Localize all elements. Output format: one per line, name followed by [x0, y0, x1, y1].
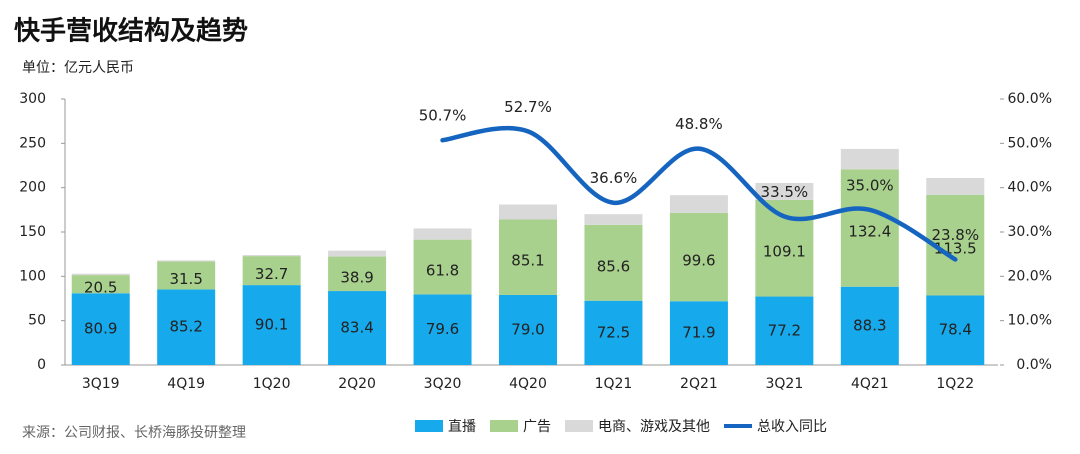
line-label: 23.8% [931, 226, 979, 244]
bar-segment [584, 300, 643, 365]
data-label: 72.5 [597, 323, 630, 341]
x-tick-label: 4Q20 [509, 376, 547, 392]
line-label: 48.8% [675, 115, 723, 133]
bar-segment [71, 273, 130, 276]
data-label: 83.4 [340, 319, 373, 337]
y2-tick-label: 40.0% [1008, 180, 1052, 196]
legend-label: 直播 [448, 418, 476, 435]
bar-segment [584, 224, 643, 301]
data-label: 32.7 [255, 265, 288, 283]
bar-segment [669, 195, 728, 213]
y-tick-label: 300 [19, 91, 46, 107]
legend-label: 总收入同比 [757, 419, 827, 435]
data-label: 78.4 [939, 321, 972, 339]
bar-segment [926, 295, 985, 365]
bar-segment [840, 286, 899, 365]
data-label: 71.9 [682, 324, 715, 342]
bar-segment [584, 214, 643, 225]
y-tick-label: 0 [37, 357, 46, 373]
bar-segment [157, 261, 216, 290]
chart-title: 快手营收结构及趋势 [14, 17, 248, 47]
y2-tick-label: 0.0% [1016, 357, 1052, 373]
data-label: 31.5 [169, 270, 202, 288]
data-label: 85.2 [169, 318, 202, 336]
data-label: 79.0 [511, 320, 544, 338]
bar-segment [242, 256, 301, 286]
bar-segment [328, 256, 387, 292]
bar-segment [413, 294, 472, 365]
bar-segment [328, 291, 387, 365]
line-label: 36.6% [590, 169, 638, 187]
line-series [440, 125, 958, 262]
x-tick-label: 4Q19 [167, 376, 205, 392]
x-tick-label: 4Q21 [851, 376, 889, 392]
bar-segment [499, 294, 557, 365]
bar-segment [755, 296, 814, 365]
line-label: 52.7% [504, 98, 552, 116]
bar-segment [413, 228, 472, 240]
x-tick-label: 1Q22 [936, 376, 974, 392]
x-tick-label: 2Q21 [680, 376, 718, 392]
data-label: 85.1 [511, 252, 544, 270]
data-label: 90.1 [255, 316, 288, 334]
x-tick-label: 1Q20 [253, 376, 291, 392]
source-note: 来源：公司财报、长桥海豚投研整理 [22, 425, 246, 441]
bar-segment [840, 169, 899, 287]
legend-swatch [490, 420, 518, 432]
legend-swatch [565, 420, 593, 432]
bar-segment [71, 275, 130, 294]
legend-label: 电商、游戏及其他 [598, 419, 710, 435]
y-tick-label: 250 [19, 135, 46, 151]
x-tick-label: 3Q20 [424, 376, 462, 392]
data-label: 79.6 [426, 320, 459, 338]
data-label: 61.8 [426, 262, 459, 280]
y2-tick-label: 10.0% [1008, 313, 1052, 329]
line-label: 33.5% [761, 183, 809, 201]
data-label: 109.1 [763, 243, 806, 261]
bar-segment [242, 255, 301, 257]
data-label: 132.4 [848, 223, 891, 241]
data-label: 77.2 [768, 321, 801, 339]
legend-label: 广告 [523, 419, 551, 435]
data-label: 20.5 [84, 279, 117, 297]
y2-tick-label: 60.0% [1008, 91, 1052, 107]
bar-segment [413, 239, 472, 295]
bar-segment [328, 250, 387, 257]
bar-segment [157, 289, 216, 365]
bar-segment [669, 212, 728, 302]
bar-segment [157, 260, 216, 262]
line-label: 50.7% [419, 107, 467, 125]
y-tick-label: 150 [19, 224, 46, 240]
data-label: 88.3 [853, 316, 886, 334]
data-label: 85.6 [597, 257, 630, 275]
y-tick-label: 100 [19, 268, 46, 284]
y2-tick-label: 50.0% [1008, 135, 1052, 151]
x-tick-label: 2Q20 [338, 376, 376, 392]
bar-segment [755, 182, 814, 200]
bar-segment [499, 219, 557, 295]
data-label: 38.9 [340, 268, 373, 286]
y2-tick-label: 30.0% [1008, 224, 1052, 240]
data-label: 80.9 [84, 320, 117, 338]
bar-segment [71, 293, 130, 365]
y2-tick-label: 20.0% [1008, 268, 1052, 284]
y-tick-label: 50 [28, 313, 46, 329]
data-label: 99.6 [682, 252, 715, 270]
x-tick-label: 1Q21 [595, 376, 633, 392]
bar-segment [669, 301, 728, 365]
line-label: 35.0% [846, 176, 894, 194]
bar-segment [242, 285, 301, 365]
x-tick-label: 3Q21 [765, 376, 803, 392]
x-tick-label: 3Q19 [82, 376, 120, 392]
unit-label: 单位：亿元人民币 [22, 60, 134, 76]
bar-segment [926, 178, 985, 195]
bar-segment [499, 204, 557, 220]
legend-swatch [415, 420, 443, 432]
y-tick-label: 200 [19, 180, 46, 196]
bar-segment [840, 148, 899, 170]
